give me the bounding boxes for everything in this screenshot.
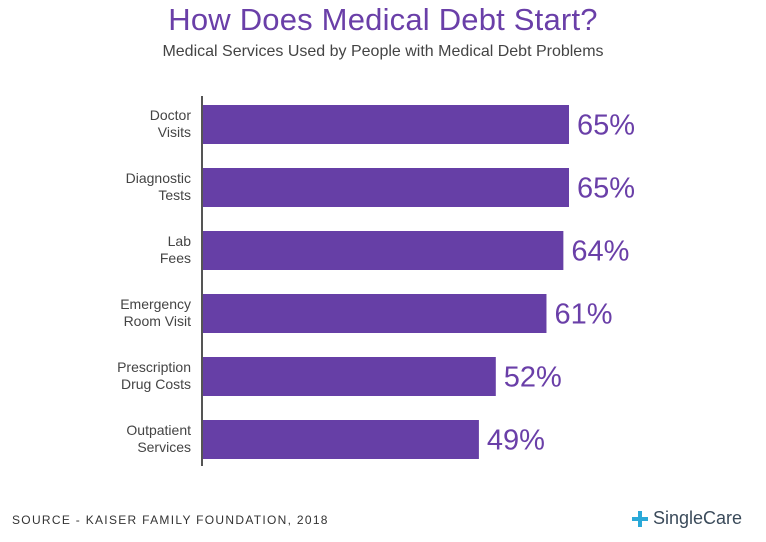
bar (203, 420, 479, 459)
category-label-line: Doctor (150, 107, 192, 123)
bar (203, 105, 569, 144)
category-label-line: Outpatient (126, 422, 191, 438)
chart-subtitle: Medical Services Used by People with Med… (162, 43, 604, 60)
category-label: Doctor Visits (150, 107, 192, 140)
brand-name: SingleCare (652, 508, 742, 528)
category-label-line: Visits (158, 124, 191, 140)
category-label: Prescription Drug Costs (117, 359, 191, 392)
bar-value-label: 52% (504, 362, 562, 394)
bar-value-label: 64% (571, 236, 629, 268)
category-label: Diagnostic Tests (126, 170, 191, 203)
category-label: Lab Fees (160, 233, 191, 266)
category-label-line: Services (137, 439, 191, 455)
plus-cross-icon (631, 510, 648, 527)
category-label-line: Lab (168, 233, 192, 249)
bar (203, 168, 569, 207)
category-label: Emergency Room Visit (120, 296, 191, 329)
bar-value-label: 65% (577, 173, 635, 205)
category-label-line: Diagnostic (126, 170, 191, 186)
bar (203, 294, 547, 333)
category-label-line: Drug Costs (121, 376, 191, 392)
source-note: SOURCE - KAISER FAMILY FOUNDATION, 2018 (12, 513, 329, 527)
brand-logo: SingleCare (631, 508, 742, 529)
category-label-line: Emergency (120, 296, 191, 312)
category-label-line: Fees (160, 250, 191, 266)
bar (203, 231, 564, 270)
bar-value-label: 49% (487, 425, 545, 457)
chart-title: How Does Medical Debt Start? (168, 2, 598, 37)
category-label-line: Prescription (117, 359, 191, 375)
category-label-line: Room Visit (124, 313, 192, 329)
category-label: Outpatient Services (126, 422, 191, 455)
bar-value-label: 65% (577, 110, 635, 142)
bar-value-label: 61% (554, 299, 612, 331)
bar (203, 357, 496, 396)
category-label-line: Tests (158, 187, 191, 203)
